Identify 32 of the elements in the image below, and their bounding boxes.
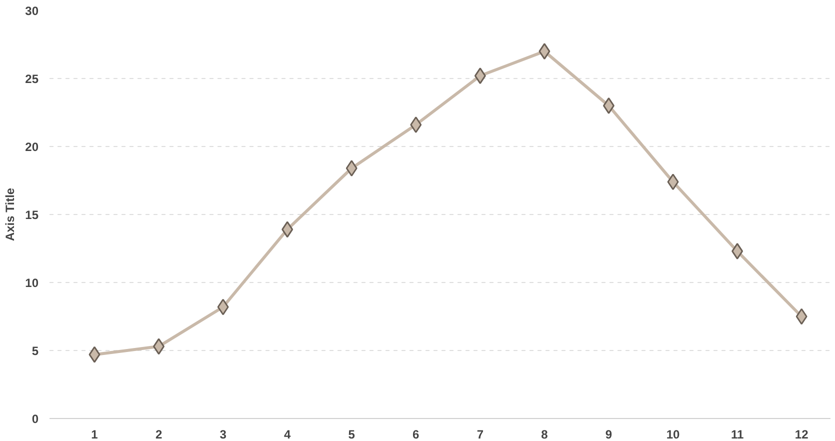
- point: [538, 43, 550, 60]
- point: [410, 116, 422, 133]
- y-axis-title: Axis Title: [3, 188, 18, 242]
- x-tick-label: 8: [541, 428, 548, 441]
- point: [732, 242, 744, 260]
- point: [282, 221, 294, 238]
- x-tick-label: 4: [284, 428, 291, 441]
- x-tick-label: 5: [348, 428, 356, 441]
- x-tick-label: 1: [91, 428, 98, 441]
- y-tick-label: 5: [32, 344, 39, 358]
- x-tick-label: 3: [220, 428, 227, 441]
- point: [796, 308, 808, 325]
- y-tick-label: 15: [25, 208, 39, 222]
- x-tick-label: 6: [412, 428, 420, 441]
- y-tick-label: 30: [25, 4, 39, 18]
- x-tick-label: 11: [730, 428, 744, 441]
- point: [602, 97, 614, 114]
- point: [346, 160, 358, 177]
- x-tick-label: 12: [794, 428, 809, 441]
- x-tick-label: 9: [605, 428, 612, 441]
- x-tick-label: 2: [155, 428, 162, 441]
- y-tick-label: 0: [32, 412, 39, 426]
- point: [474, 68, 486, 84]
- point: [153, 338, 165, 355]
- y-tick-label: 25: [25, 72, 39, 86]
- y-tick-label: 20: [25, 140, 39, 154]
- x-tick-label: 7: [476, 428, 484, 441]
- y-tick-label: 10: [25, 276, 39, 290]
- x-tick-label: 10: [666, 428, 680, 441]
- point: [667, 174, 679, 190]
- point: [88, 346, 100, 363]
- point: [217, 298, 229, 316]
